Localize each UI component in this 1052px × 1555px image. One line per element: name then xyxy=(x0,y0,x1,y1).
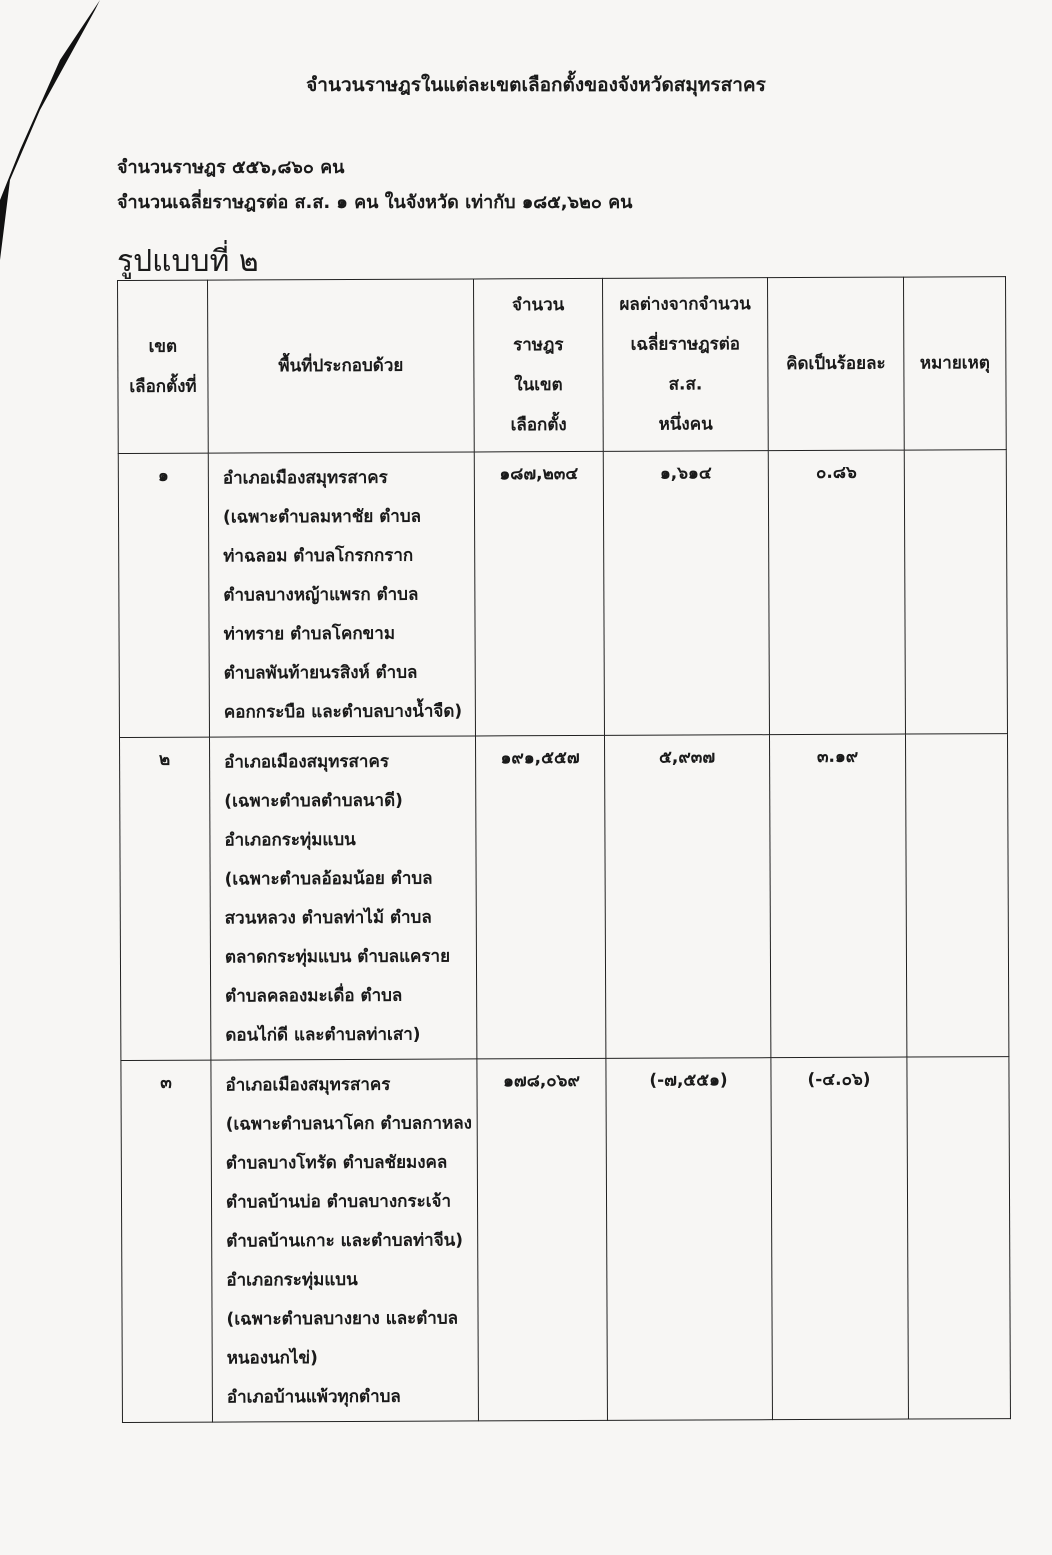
area-text-line: (เฉพาะตำบลอ้อมน้อย ตำบล xyxy=(224,868,433,890)
header-note: หมายเหตุ xyxy=(903,276,1007,451)
area-text-line: อำเภอเมืองสมุทรสาคร xyxy=(224,751,390,773)
area-cell: อำเภอเมืองสมุทรสาคร (เฉพาะตำบลนาโคก ตำบลก… xyxy=(210,1058,479,1423)
header-text-line: พื้นที่ประกอบด้วย xyxy=(278,355,404,377)
area-cell: อำเภอเมืองสมุทรสาคร (เฉพาะตำบลตำบลนาดี) อำ… xyxy=(209,735,477,1061)
population-line: จำนวนราษฎร ๕๕๖,๘๖๐ คน xyxy=(117,157,345,178)
area-text-line: ดอนไก่ดี และตำบลท่าเสา) xyxy=(225,1024,421,1046)
header-text-line: จำนวน xyxy=(511,295,565,316)
percent-cell: ๓.๑๙ xyxy=(769,734,907,1058)
difference-cell: ๕,๙๓๗ xyxy=(604,734,771,1059)
area-text-line: คอกกระบือ และตำบลบางน้ำจืด) xyxy=(223,701,463,723)
note-cell xyxy=(904,449,1008,735)
header-text-line: ราษฎร xyxy=(513,335,564,356)
area-text-line: ท่าฉลอม ตำบลโกรกกราก xyxy=(223,545,414,567)
population-cell: ๑๙๑,๕๕๗ xyxy=(475,735,606,1059)
population-cell: ๑๗๘,๐๖๙ xyxy=(476,1058,608,1421)
percent-cell: (-๔.๐๖) xyxy=(770,1057,909,1420)
area-text-line: อำเภอกระทุ่มแบน xyxy=(224,829,356,851)
header-text-line: คิดเป็นร้อยละ xyxy=(786,353,886,375)
area-text-line: อำเภอกระทุ่มแบน xyxy=(226,1269,358,1291)
area-text-line: ตำบลบางโทรัด ตำบลชัยมงคล xyxy=(225,1152,448,1174)
area-text-line: หนองนกไข่) xyxy=(226,1348,318,1369)
header-difference: ผลต่างจากจำนวนเฉลี่ยราษฎรต่อส.ส. หนึ่งคน xyxy=(602,277,769,452)
header-text-line: เฉลี่ยราษฎรต่อ xyxy=(630,334,741,355)
header-text-line: เลือกตั้งที่ xyxy=(129,376,197,397)
area-text-line: ตำบลพันท้ายนรสิงห์ ตำบล xyxy=(223,662,418,684)
header-text-line: หมายเหตุ xyxy=(919,353,990,374)
area-text-line: อำเภอเมืองสมุทรสาคร xyxy=(222,467,388,489)
header-text-line: เลือกตั้ง xyxy=(510,415,567,436)
district-number-cell: ๓ xyxy=(120,1060,213,1423)
header-text-line: ส.ส. xyxy=(668,374,703,395)
average-line: จำนวนเฉลี่ยราษฎรต่อ ส.ส. ๑ คน ในจังหวัด … xyxy=(117,192,633,213)
population-cell: ๑๘๗,๒๓๔ xyxy=(474,451,605,736)
area-text-line: (เฉพาะตำบลมหาชัย ตำบล xyxy=(222,506,422,528)
area-text-line: ตำบลบ้านบ่อ ตำบลบางกระเจ้า xyxy=(225,1191,452,1213)
district-table: เขตเลือกตั้งที่ พื้นที่ประกอบด้วย จำนวนร… xyxy=(117,276,1011,1423)
header-population: จำนวนราษฎรในเขตเลือกตั้ง xyxy=(473,278,604,452)
header-percent: คิดเป็นร้อยละ xyxy=(767,277,905,451)
area-text-line: อำเภอเมืองสมุทรสาคร xyxy=(225,1074,391,1096)
area-text-line: ท่าทราย ตำบลโคกขาม xyxy=(223,623,396,645)
percent-cell: ๐.๘๖ xyxy=(768,450,906,735)
area-text-line: ตำบลบ้านเกาะ และตำบลท่าจีน) xyxy=(226,1230,464,1252)
document-title: จำนวนราษฎรในแต่ละเขตเลือกตั้งของจังหวัดส… xyxy=(306,74,766,96)
area-text-line: (เฉพาะตำบลนาโคก ตำบลกาหลง xyxy=(225,1113,473,1135)
difference-cell: ๑,๖๑๔ xyxy=(603,450,770,736)
scan-edge-mark xyxy=(0,0,100,260)
area-text-line: ตำบลบางหญ้าแพรก ตำบล xyxy=(223,584,419,606)
area-cell: อำเภอเมืองสมุทรสาคร (เฉพาะตำบลมหาชัย ตำบล… xyxy=(208,451,476,738)
header-district: เขตเลือกตั้งที่ xyxy=(117,280,209,454)
area-text-line: (เฉพาะตำบลตำบลนาดี) xyxy=(224,790,403,812)
area-text-line: สวนหลวง ตำบลท่าไม้ ตำบล xyxy=(224,907,432,929)
area-text-line: อำเภอบ้านแพ้วทุกตำบล xyxy=(226,1386,401,1408)
table-row: ๒อำเภอเมืองสมุทรสาคร (เฉพาะตำบลตำบลนาดี) อ… xyxy=(119,733,1009,1061)
district-number-cell: ๑ xyxy=(118,453,210,738)
header-area: พื้นที่ประกอบด้วย xyxy=(207,278,475,454)
header-text-line: ผลต่างจากจำนวน xyxy=(619,294,751,315)
area-text-line: (เฉพาะตำบลบางยาง และตำบล xyxy=(226,1308,459,1330)
area-text-line: ตำบลคลองมะเดื่อ ตำบล xyxy=(225,985,403,1007)
table-row: ๓ อำเภอเมืองสมุทรสาคร (เฉพาะตำบลนาโคก ตำบล… xyxy=(120,1056,1011,1423)
note-cell xyxy=(906,1056,1011,1420)
header-text-line: ในเขต xyxy=(514,375,563,396)
district-number-cell: ๒ xyxy=(119,737,211,1061)
format-label: รูปแบบที่ ๒ xyxy=(117,244,259,279)
area-text-line: ตลาดกระทุ่มแบน ตำบลแคราย xyxy=(224,946,451,968)
header-text-line: เขต xyxy=(148,336,178,357)
difference-cell: (-๗,๕๕๑) xyxy=(605,1057,773,1421)
table-row: ๑ อำเภอเมืองสมุทรสาคร (เฉพาะตำบลมหาชัย ตำบ… xyxy=(118,449,1008,738)
header-text-line: หนึ่งคน xyxy=(658,414,713,435)
note-cell xyxy=(905,733,1009,1058)
table-header-row: เขตเลือกตั้งที่ พื้นที่ประกอบด้วย จำนวนร… xyxy=(117,276,1007,454)
